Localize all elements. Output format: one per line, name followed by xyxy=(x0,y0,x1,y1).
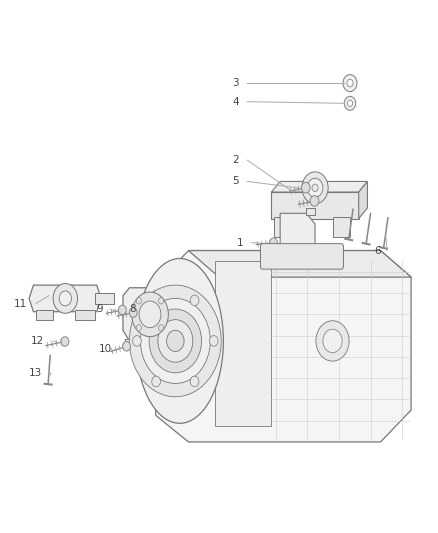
Circle shape xyxy=(302,172,328,204)
Text: 12: 12 xyxy=(31,336,44,346)
Circle shape xyxy=(316,321,349,361)
FancyBboxPatch shape xyxy=(261,244,343,269)
Circle shape xyxy=(61,337,69,346)
Circle shape xyxy=(270,238,277,247)
Text: 2: 2 xyxy=(232,155,239,165)
Circle shape xyxy=(141,298,210,383)
Polygon shape xyxy=(279,247,285,256)
Polygon shape xyxy=(332,217,350,237)
Polygon shape xyxy=(215,261,272,426)
Circle shape xyxy=(152,295,160,306)
Polygon shape xyxy=(35,310,53,320)
Circle shape xyxy=(132,292,168,337)
Circle shape xyxy=(159,325,164,331)
Circle shape xyxy=(323,329,342,353)
Circle shape xyxy=(152,376,160,387)
Polygon shape xyxy=(359,181,367,219)
Ellipse shape xyxy=(136,259,223,423)
Circle shape xyxy=(53,284,78,313)
Circle shape xyxy=(166,330,184,352)
Polygon shape xyxy=(125,340,173,349)
Polygon shape xyxy=(280,213,315,248)
Text: 13: 13 xyxy=(29,368,42,378)
Circle shape xyxy=(149,309,201,373)
Circle shape xyxy=(59,291,71,306)
Polygon shape xyxy=(306,208,315,215)
Text: 6: 6 xyxy=(374,246,381,255)
Circle shape xyxy=(130,285,221,397)
Text: 4: 4 xyxy=(232,96,239,107)
Circle shape xyxy=(307,178,323,197)
Circle shape xyxy=(129,308,137,317)
Text: 11: 11 xyxy=(14,298,27,309)
Circle shape xyxy=(136,325,141,331)
Text: 5: 5 xyxy=(232,176,239,187)
Text: 9: 9 xyxy=(97,304,103,314)
Circle shape xyxy=(312,184,318,191)
Circle shape xyxy=(158,320,193,362)
Text: 7: 7 xyxy=(291,256,297,266)
Polygon shape xyxy=(274,217,291,237)
Polygon shape xyxy=(188,251,411,277)
Polygon shape xyxy=(272,181,367,192)
Circle shape xyxy=(123,342,131,351)
Circle shape xyxy=(133,336,141,346)
Circle shape xyxy=(347,79,353,87)
Circle shape xyxy=(118,305,126,314)
Circle shape xyxy=(190,376,199,387)
Polygon shape xyxy=(29,285,101,312)
Circle shape xyxy=(139,301,161,328)
Polygon shape xyxy=(95,293,114,304)
Text: 1: 1 xyxy=(237,238,243,247)
Circle shape xyxy=(190,295,199,306)
Circle shape xyxy=(347,100,353,107)
Polygon shape xyxy=(123,288,177,341)
Polygon shape xyxy=(75,310,95,320)
Circle shape xyxy=(344,96,356,110)
Text: 8: 8 xyxy=(129,304,136,314)
Circle shape xyxy=(209,336,218,346)
Polygon shape xyxy=(272,192,359,219)
Text: 10: 10 xyxy=(99,344,112,354)
Circle shape xyxy=(343,75,357,92)
Circle shape xyxy=(301,182,310,193)
Circle shape xyxy=(310,196,319,206)
Polygon shape xyxy=(155,251,411,442)
Circle shape xyxy=(159,297,164,304)
Circle shape xyxy=(136,297,141,304)
Text: 3: 3 xyxy=(232,78,239,88)
